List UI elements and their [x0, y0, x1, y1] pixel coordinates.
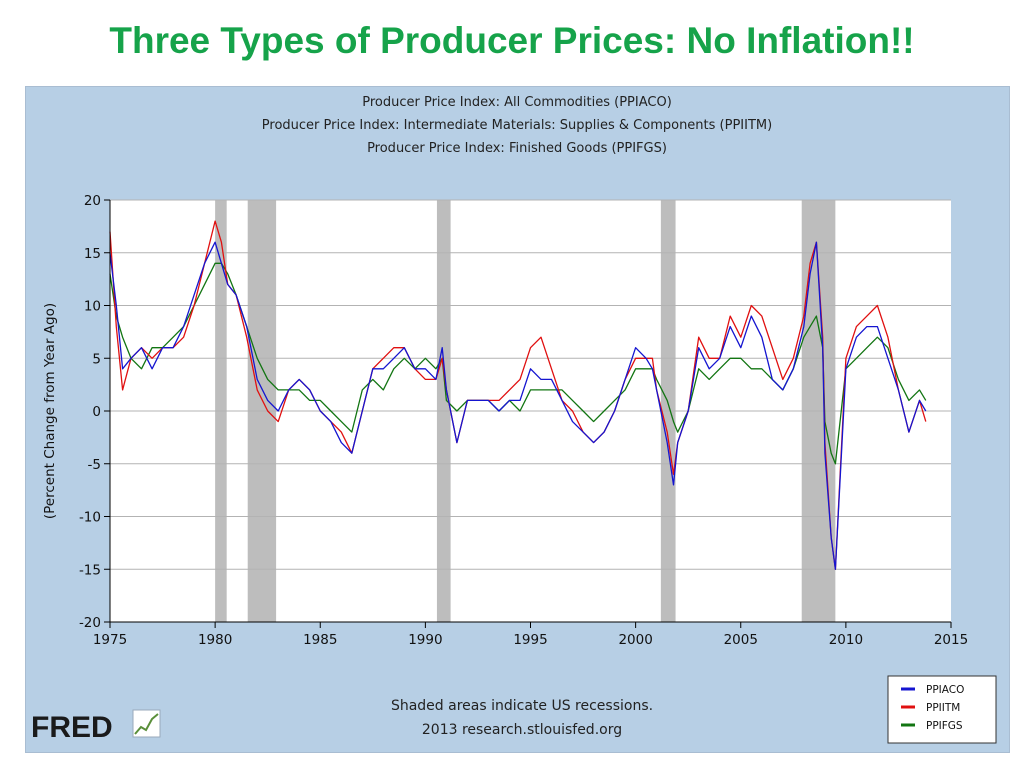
y-tick-label-4: 0: [92, 404, 101, 420]
recession-note: Shaded areas indicate US recessions.: [391, 698, 653, 714]
x-tick-label-3: 1990: [408, 632, 442, 648]
legend: PPIACO PPIITM PPIFGS: [887, 675, 997, 744]
y-axis-label: (Percent Change from Year Ago): [42, 303, 58, 519]
legend-label-ppifgs: PPIFGS: [926, 720, 963, 732]
y-tick-label-7: -15: [79, 562, 101, 578]
chart-title-line-2: Producer Price Index: Intermediate Mater…: [262, 118, 772, 133]
y-tick-label-6: -10: [79, 510, 101, 526]
legend-label-ppiitm: PPIITM: [926, 702, 960, 714]
x-tick-label-0: 1975: [93, 632, 127, 648]
x-tick-label-7: 2010: [829, 632, 863, 648]
y-tick-label-0: 20: [84, 193, 101, 209]
x-tick-label-5: 2000: [618, 632, 652, 648]
slide-title: Three Types of Producer Prices: No Infla…: [109, 20, 915, 61]
fred-logo-text: FRED: [31, 711, 113, 744]
series-lines: [109, 220, 927, 570]
fred-logo-graph-line: [134, 713, 159, 735]
legend-box: [887, 675, 997, 744]
y-tick-label-1: 15: [84, 246, 101, 262]
fred-chart-panel: Producer Price Index: All Commodities (P…: [25, 86, 1010, 753]
x-tick-label-2: 1985: [303, 632, 337, 648]
series-line-ppiitm: [109, 220, 927, 570]
chart-title-line-1: Producer Price Index: All Commodities (P…: [362, 95, 672, 110]
y-tick-label-8: -20: [79, 615, 101, 631]
y-tick-label-3: 5: [92, 351, 101, 367]
fred-logo: FRED: [31, 709, 161, 744]
x-tick-label-4: 1995: [513, 632, 547, 648]
x-tick-label-6: 2005: [724, 632, 758, 648]
y-tick-label-2: 10: [84, 299, 101, 315]
x-tick-label-1: 1980: [198, 632, 232, 648]
y-tick-label-5: -5: [88, 457, 101, 473]
series-line-ppiaco: [109, 241, 927, 570]
chart-title-line-3: Producer Price Index: Finished Goods (PP…: [367, 141, 667, 156]
chart-svg: Producer Price Index: All Commodities (P…: [31, 95, 997, 744]
source-note: 2013 research.stlouisfed.org: [422, 722, 622, 738]
x-tick-label-8: 2015: [934, 632, 968, 648]
legend-label-ppiaco: PPIACO: [926, 684, 964, 696]
